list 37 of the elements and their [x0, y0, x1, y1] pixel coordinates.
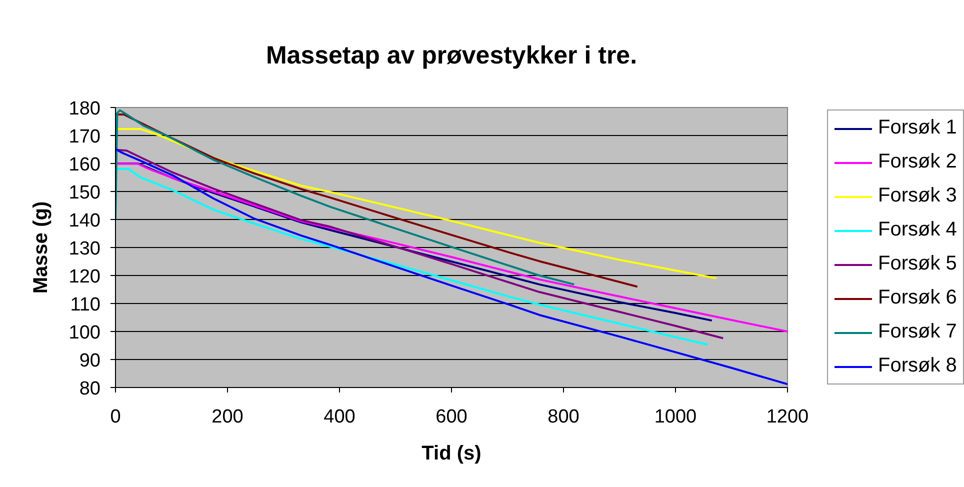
line-series — [116, 148, 788, 386]
x-tick-label: 600 — [436, 406, 468, 428]
line-series — [116, 109, 576, 286]
y-tick-label: 170 — [68, 126, 100, 148]
x-tick-label: 1200 — [766, 406, 809, 428]
y-tick-label: 110 — [70, 294, 101, 316]
y-tick-label: 160 — [68, 154, 100, 176]
legend-label: Forsøk 1 — [878, 116, 957, 140]
y-tick-label: 150 — [68, 182, 100, 204]
line-series — [116, 148, 724, 340]
y-axis-title: Masse (g) — [30, 201, 52, 294]
legend-label: Forsøk 5 — [878, 252, 957, 276]
y-tick-label: 100 — [68, 322, 100, 344]
legend-label: Forsøk 4 — [878, 218, 957, 242]
y-tick-label: 140 — [68, 210, 100, 232]
x-tick-label: 400 — [324, 406, 356, 428]
y-tick-label: 90 — [79, 350, 101, 372]
x-tick-label: 800 — [548, 406, 580, 428]
y-tick-label: 120 — [68, 266, 100, 288]
line-series — [116, 162, 788, 332]
legend-label: Forsøk 6 — [878, 286, 957, 310]
legend-label: Forsøk 8 — [878, 354, 957, 378]
legend-label: Forsøk 3 — [878, 184, 957, 208]
y-tick-label: 130 — [68, 238, 100, 260]
x-tick-label: 1000 — [654, 406, 697, 428]
legend-label: Forsøk 7 — [878, 320, 957, 344]
line-series — [116, 114, 638, 288]
line-series — [116, 128, 718, 280]
legend-label: Forsøk 2 — [878, 150, 957, 174]
x-tick-label: 200 — [212, 406, 244, 428]
line-series — [116, 162, 713, 322]
y-tick-label: 80 — [79, 378, 101, 400]
x-axis-title: Tid (s) — [422, 442, 482, 464]
line-series — [116, 168, 709, 346]
chart-title: Massetap av prøvestykker i tre. — [266, 42, 638, 70]
y-tick-label: 180 — [68, 98, 100, 120]
x-tick-label: 0 — [110, 406, 121, 428]
